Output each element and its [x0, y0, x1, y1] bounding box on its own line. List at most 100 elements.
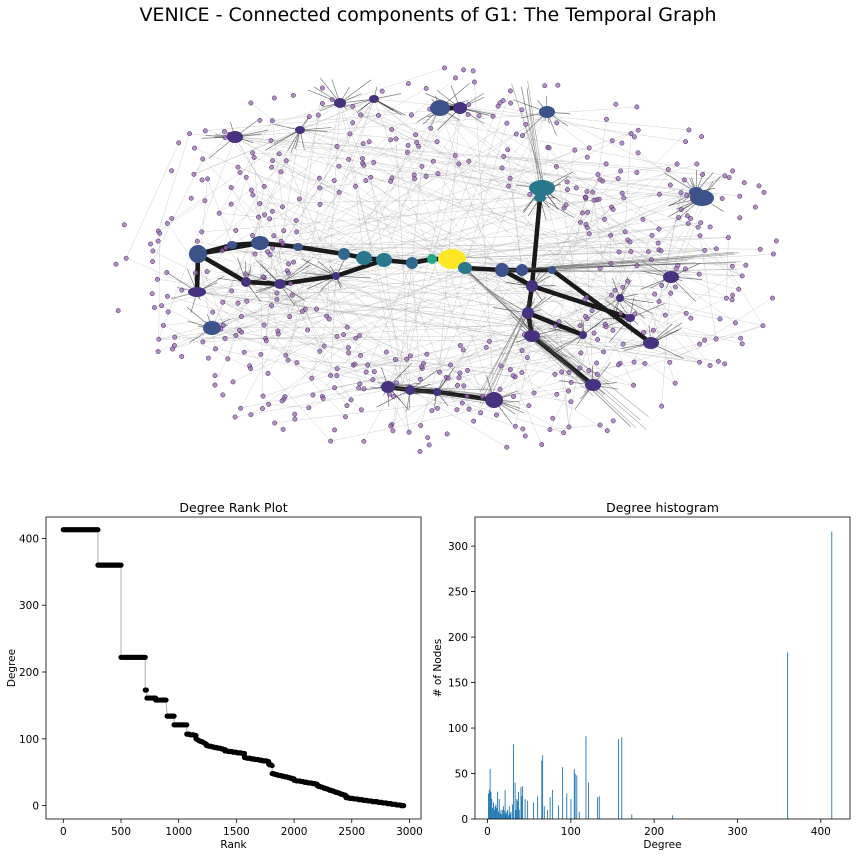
network-edge — [520, 86, 544, 188]
network-node — [221, 129, 227, 134]
network-node — [317, 348, 323, 354]
network-edge — [211, 325, 581, 329]
network-node — [507, 175, 513, 181]
network-edge — [546, 111, 723, 199]
network-node — [260, 274, 266, 280]
network-edge — [292, 294, 584, 336]
network-edge — [496, 376, 516, 416]
network-node — [220, 299, 226, 305]
network-node — [615, 362, 621, 368]
network-node — [448, 362, 453, 368]
network-edge — [211, 327, 523, 430]
network-edge — [619, 297, 646, 319]
network-node — [697, 341, 703, 347]
network-edge — [392, 262, 413, 431]
network-node — [238, 405, 244, 411]
network-edge — [324, 345, 460, 374]
network-edge — [464, 123, 508, 269]
network-edge — [529, 337, 594, 397]
network-node — [613, 101, 619, 107]
network-edge — [407, 145, 631, 319]
network-node — [371, 159, 377, 165]
network-edge — [531, 285, 676, 384]
network-node — [465, 112, 471, 118]
network-edge — [193, 98, 375, 175]
network-node — [577, 219, 583, 225]
network-node — [261, 183, 267, 189]
histogram-bar — [787, 652, 789, 819]
network-edge — [152, 250, 232, 292]
network-node — [275, 331, 281, 337]
network-edge — [221, 157, 255, 251]
network-edge — [624, 133, 632, 232]
network-edge — [215, 348, 411, 391]
network-node — [220, 322, 226, 328]
histogram-yticks: 0 50 100 150 200 250 300 — [448, 541, 475, 826]
histogram-bar — [573, 768, 575, 819]
histogram-bar — [488, 793, 489, 819]
network-node — [435, 171, 441, 177]
network-node — [223, 245, 229, 251]
network-node — [371, 369, 377, 375]
network-node — [684, 192, 690, 198]
network-edge — [333, 257, 387, 279]
network-edge — [262, 312, 529, 397]
network-node — [547, 427, 553, 433]
network-node — [726, 175, 732, 181]
network-hub-node — [405, 385, 415, 395]
network-node — [597, 265, 603, 271]
network-node — [501, 153, 507, 159]
network-node — [256, 214, 262, 220]
network-edge — [521, 269, 743, 277]
network-node — [471, 418, 477, 424]
network-edge — [264, 129, 301, 151]
network-node — [280, 204, 285, 210]
histogram-bar — [499, 813, 501, 819]
network-node — [566, 388, 571, 394]
network-node — [332, 385, 338, 391]
network-node — [317, 185, 323, 191]
network-edge — [355, 186, 365, 259]
network-node — [621, 195, 627, 201]
network-edge — [234, 136, 265, 187]
network-edge — [459, 107, 628, 241]
network-node — [418, 423, 424, 429]
network-node — [683, 139, 689, 145]
network-edge — [211, 122, 508, 329]
network-node — [286, 261, 291, 267]
network-edge — [547, 147, 586, 199]
network-edge — [339, 79, 372, 104]
network-edge — [558, 321, 570, 428]
network-node — [743, 262, 749, 268]
histogram-bar — [495, 804, 497, 819]
network-edge — [265, 107, 461, 339]
network-node — [476, 113, 482, 119]
network-node — [511, 394, 517, 399]
network-node — [419, 364, 425, 370]
network-node — [172, 334, 178, 340]
histogram-ytick-label: 300 — [448, 541, 468, 553]
network-node — [591, 330, 597, 336]
network-edge — [348, 159, 411, 391]
network-node — [466, 158, 472, 164]
network-node — [250, 150, 256, 156]
network-node — [154, 276, 160, 282]
network-node — [595, 172, 601, 177]
network-edge — [507, 149, 523, 271]
network-edge — [193, 98, 375, 175]
network-hub-node — [189, 245, 207, 263]
network-edge — [363, 165, 672, 278]
network-node — [554, 391, 560, 397]
network-edge — [362, 77, 456, 159]
network-node — [428, 125, 434, 131]
network-node — [388, 137, 394, 143]
network-edge — [530, 338, 592, 388]
network-edge — [342, 98, 375, 108]
network-node — [274, 290, 280, 296]
network-edge — [373, 162, 541, 199]
network-node — [561, 430, 567, 436]
network-node — [580, 210, 585, 216]
network-hub-node — [529, 180, 555, 196]
histogram-ytick-label: 200 — [448, 632, 468, 644]
network-node — [610, 206, 616, 212]
